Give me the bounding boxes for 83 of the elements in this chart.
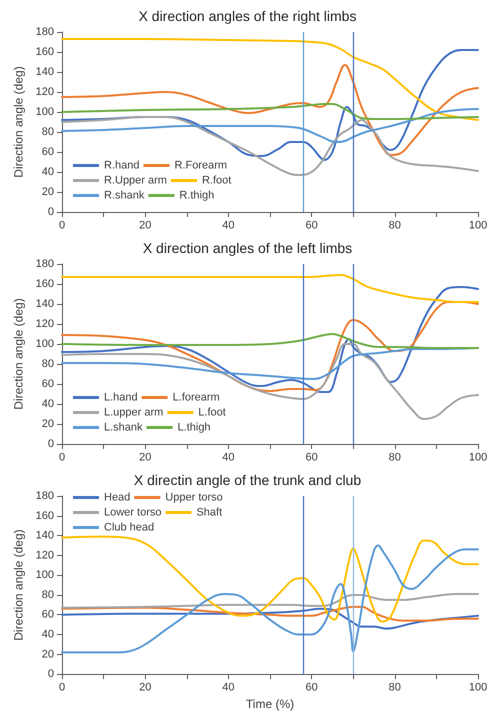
legend-label: Upper torso	[165, 492, 223, 504]
line-series	[61, 536, 479, 623]
y-tick-label: 100	[36, 569, 54, 582]
y-tick-label: 20	[42, 186, 54, 198]
y-tick-label: 0	[48, 206, 54, 218]
y-tick-label: 0	[48, 668, 54, 680]
y-tick-label: 40	[42, 628, 54, 641]
x-tick-label: 60	[305, 682, 318, 694]
x-tick-label: 60	[305, 452, 318, 464]
y-tick-label: 40	[42, 398, 54, 410]
y-tick-label: 140	[36, 530, 54, 542]
y-tick-label: 100	[36, 338, 54, 350]
x-tick-label: 20	[139, 452, 152, 464]
x-tick-label: 100	[468, 220, 488, 232]
y-tick-label: 20	[42, 418, 54, 430]
legend-label: Head	[104, 492, 130, 504]
x-tick-label: 80	[388, 220, 401, 232]
x-tick-label: 40	[222, 452, 235, 464]
y-tick-label: 0	[48, 438, 54, 450]
line-series	[61, 606, 479, 622]
y-tick-label: 160	[36, 278, 54, 290]
y-tick-label: 100	[36, 106, 54, 118]
x-tick-label: 20	[139, 220, 152, 232]
line-series	[61, 592, 479, 609]
y-axis-title: Direction angle (deg)	[12, 529, 26, 641]
legend-label: R.foot	[202, 174, 232, 186]
legend-label: R.Upper arm	[104, 174, 167, 186]
legend-label: Lower torso	[104, 506, 162, 518]
y-tick-label: 60	[42, 608, 54, 621]
line-series	[61, 116, 479, 176]
legend-label: L.shank	[104, 422, 144, 434]
chart-title: X direction angles of the right limbs	[138, 8, 356, 24]
legend-label: L.upper arm	[104, 406, 164, 418]
line-series	[61, 343, 479, 420]
x-tick-label: 100	[468, 682, 488, 694]
y-axis-title: Direction angle (deg)	[12, 66, 26, 178]
line-series	[61, 103, 479, 120]
y-tick-label: 60	[42, 146, 54, 158]
x-tick-label: 0	[58, 220, 66, 232]
x-tick-label: 20	[139, 682, 152, 694]
x-tick-label: 80	[388, 452, 401, 464]
y-tick-label: 80	[42, 126, 54, 138]
y-tick-label: 160	[36, 510, 54, 522]
legend-label: L.forearm	[172, 392, 220, 404]
legend-label: L.foot	[198, 406, 226, 418]
y-tick-label: 140	[36, 66, 54, 78]
legend-label: R.Forearm	[174, 160, 228, 172]
x-tick-label: 40	[222, 220, 235, 232]
y-axis-title: Direction angle (deg)	[12, 298, 26, 410]
line-series	[61, 274, 479, 303]
y-tick-label: 120	[36, 86, 54, 98]
y-tick-label: 180	[36, 26, 54, 38]
y-tick-label: 60	[42, 378, 54, 390]
legend-label: L.hand	[104, 392, 138, 404]
y-tick-label: 140	[36, 298, 54, 310]
y-tick-label: 40	[42, 166, 54, 178]
x-tick-label: 40	[222, 682, 235, 694]
line-series	[61, 544, 479, 654]
y-tick-label: 180	[36, 258, 54, 270]
x-tick-label: 80	[388, 682, 401, 694]
x-tick-label: 0	[58, 452, 66, 464]
y-tick-label: 20	[42, 648, 54, 660]
chart-title: X direction angles of the left limbs	[142, 240, 352, 256]
legend-label: R.thigh	[179, 190, 214, 202]
x-tick-label: 100	[468, 452, 488, 464]
legend-label: L.thigh	[178, 422, 211, 434]
y-tick-label: 80	[42, 588, 54, 601]
legend-label: R.shank	[104, 190, 145, 202]
chart-title: X directin angle of the trunk and club	[134, 472, 362, 488]
y-tick-label: 120	[36, 549, 54, 562]
line-series	[61, 333, 479, 349]
line-series	[61, 38, 479, 121]
y-tick-label: 120	[36, 318, 54, 330]
x-tick-label: 0	[58, 682, 66, 694]
y-tick-label: 160	[36, 46, 54, 58]
y-tick-label: 80	[42, 358, 54, 370]
legend-label: R.hand	[104, 160, 140, 172]
legend-label: Club head	[104, 522, 154, 534]
legend-label: Shaft	[196, 506, 222, 518]
x-tick-label: 60	[305, 220, 318, 232]
line-series	[61, 64, 479, 156]
x-axis-title: Time (%)	[246, 697, 294, 711]
y-tick-label: 180	[36, 490, 54, 502]
